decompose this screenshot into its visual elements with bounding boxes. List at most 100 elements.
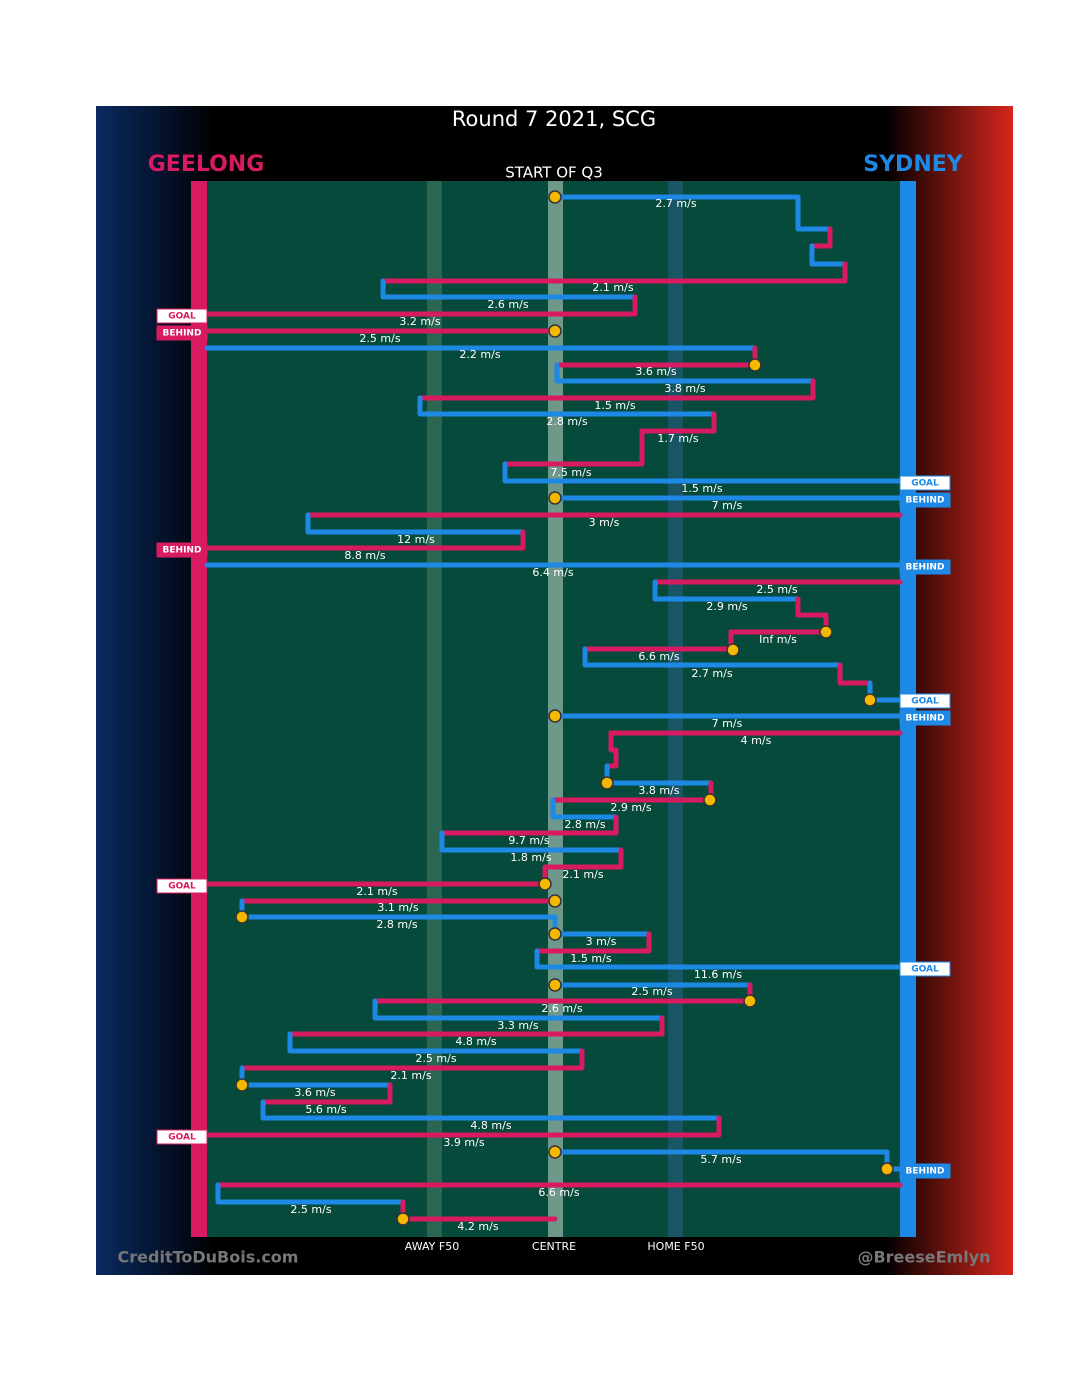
outcome-label: GOAL — [168, 1133, 196, 1143]
ball-up — [726, 643, 740, 657]
speed-label: 3.6 m/s — [294, 1086, 335, 1099]
speed-label: 12 m/s — [397, 533, 435, 546]
speed-label: 5.7 m/s — [700, 1153, 741, 1166]
ball-up — [548, 709, 562, 723]
ball-up — [548, 927, 562, 941]
speed-label: 3.2 m/s — [399, 315, 440, 328]
chain-segment — [554, 362, 816, 384]
chain-segment — [809, 243, 848, 267]
speed-label: 2.6 m/s — [541, 1002, 582, 1015]
outcome-box — [899, 492, 951, 508]
credit: CreditToDuBois.com — [118, 1248, 299, 1267]
home-f50-line — [668, 181, 683, 1237]
speed-label: 2.8 m/s — [546, 415, 587, 428]
title: Round 7 2021, SCG — [452, 107, 656, 131]
speed-label: 2.7 m/s — [655, 197, 696, 210]
speed-label: 2.1 m/s — [356, 885, 397, 898]
speed-label: 2.9 m/s — [610, 801, 651, 814]
speed-label: 3.9 m/s — [443, 1136, 484, 1149]
speed-label: 2.8 m/s — [564, 818, 605, 831]
speed-label: 3.8 m/s — [664, 382, 705, 395]
speed-label: 6.4 m/s — [532, 566, 573, 579]
chain-segment — [380, 261, 848, 284]
speed-label: 2.9 m/s — [706, 600, 747, 613]
chain-segment — [239, 1048, 585, 1071]
speed-label: 4.8 m/s — [470, 1119, 511, 1132]
chain-segment — [837, 662, 873, 686]
chain-segment — [639, 411, 717, 434]
ball-up — [548, 190, 562, 204]
speed-label: 11.6 m/s — [694, 968, 742, 981]
chain-segment — [550, 797, 619, 820]
speed-label: 2.8 m/s — [376, 918, 417, 931]
chain-segment — [502, 461, 903, 484]
chain-segment — [439, 814, 619, 836]
away-f50-line — [427, 181, 442, 1237]
chain-segment — [260, 1082, 393, 1105]
outcome-label: BEHIND — [906, 496, 945, 506]
speed-label: 2.1 m/s — [562, 868, 603, 881]
speed-label: 2.2 m/s — [459, 348, 500, 361]
speed-label: 1.5 m/s — [570, 952, 611, 965]
field-label: AWAY F50 — [405, 1240, 459, 1253]
geelong-goal-line — [191, 181, 207, 1237]
outcome-box — [899, 693, 951, 709]
speed-label: 3 m/s — [586, 935, 617, 948]
team-right: SYDNEY — [863, 152, 963, 177]
speed-label: 4.2 m/s — [457, 1220, 498, 1233]
speed-label: 3.8 m/s — [638, 784, 679, 797]
speed-label: 4.8 m/s — [455, 1035, 496, 1048]
speed-label: 2.5 m/s — [631, 985, 672, 998]
chain-segment — [215, 1182, 406, 1205]
outcome-box — [156, 878, 208, 894]
outcome-label: GOAL — [911, 965, 939, 975]
chain-segment — [287, 1031, 585, 1054]
outcome-box — [156, 325, 208, 341]
ball-up — [538, 877, 552, 891]
ball-up — [548, 894, 562, 908]
chain-segment — [372, 998, 665, 1021]
outcome-box — [899, 559, 951, 575]
chain-segment — [417, 378, 816, 401]
ball-up — [548, 978, 562, 992]
chain-segment — [795, 596, 829, 618]
chain-segment — [582, 646, 843, 668]
speed-label: 3.3 m/s — [497, 1019, 538, 1032]
speed-label: 7 m/s — [712, 499, 743, 512]
speed-label: 1.5 m/s — [594, 399, 635, 412]
ball-up — [548, 1145, 562, 1159]
chain-segment — [534, 931, 652, 954]
speed-label: 2.5 m/s — [756, 583, 797, 596]
chain-segment — [809, 226, 833, 249]
speed-label: 3.1 m/s — [377, 901, 418, 914]
outcome-box — [899, 710, 951, 726]
speed-label: 1.8 m/s — [510, 851, 551, 864]
outcome-label: BEHIND — [906, 1167, 945, 1177]
team-left: GEELONG — [148, 152, 265, 177]
sydney-goal-line — [900, 181, 916, 1237]
outcome-box — [156, 1129, 208, 1145]
speed-label: 3.6 m/s — [635, 365, 676, 378]
speed-label: 2.1 m/s — [592, 281, 633, 294]
ball-up — [548, 491, 562, 505]
ball-up — [703, 793, 717, 807]
ball-up — [880, 1162, 894, 1176]
ball-up — [743, 994, 757, 1008]
subtitle: START OF Q3 — [505, 164, 603, 182]
speed-label: 2.6 m/s — [487, 298, 528, 311]
outcome-box — [156, 308, 208, 324]
speed-label: 5.6 m/s — [305, 1103, 346, 1116]
chain-segment — [204, 294, 638, 317]
outcome-label: GOAL — [168, 882, 196, 892]
speed-label: 7 m/s — [712, 717, 743, 730]
ball-up — [548, 324, 562, 338]
speed-label: 2.5 m/s — [290, 1203, 331, 1216]
chain-segment — [204, 529, 526, 551]
speed-label: 1.7 m/s — [657, 432, 698, 445]
outcome-label: GOAL — [911, 479, 939, 489]
speed-label: 4 m/s — [741, 734, 772, 747]
credit: @BreeseEmlyn — [857, 1248, 990, 1267]
chain-segment — [417, 395, 717, 417]
ball-up — [235, 910, 249, 924]
